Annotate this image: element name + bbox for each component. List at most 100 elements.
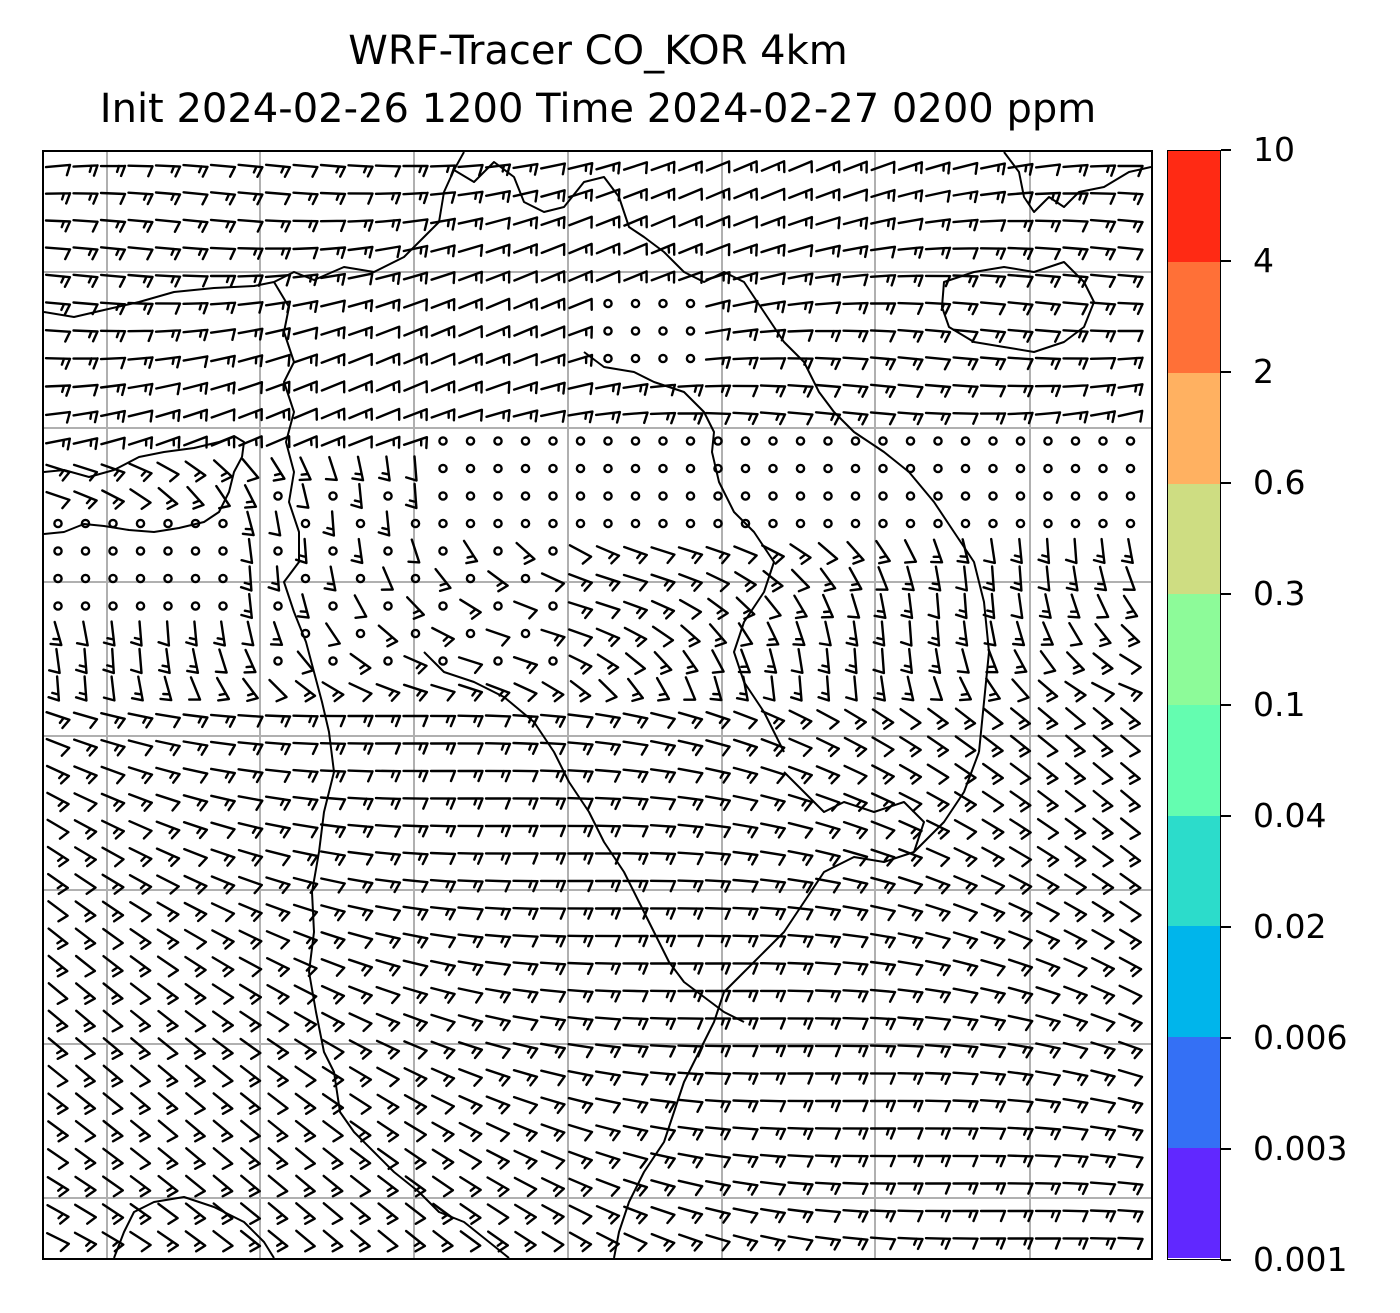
colorbar-tick-label: 0.1 xyxy=(1253,687,1305,723)
wind-barb xyxy=(431,907,455,919)
wind-barb xyxy=(1066,763,1085,783)
wind-barb xyxy=(76,929,95,949)
wind-barb xyxy=(569,327,592,338)
wind-barb xyxy=(47,465,70,481)
wind-barb xyxy=(294,770,318,782)
wind-barb xyxy=(844,906,868,919)
wind-barb xyxy=(597,163,620,174)
wind-barb xyxy=(734,273,757,284)
wind-barb xyxy=(762,767,785,782)
wind-barb xyxy=(1064,302,1088,314)
wind-barb xyxy=(102,740,125,755)
wind-barb xyxy=(326,624,339,646)
wind-barb xyxy=(378,1095,399,1114)
calm-wind-marker xyxy=(604,300,611,307)
wind-barb xyxy=(101,166,125,176)
wind-barb xyxy=(706,1046,730,1056)
wind-barb xyxy=(816,907,840,920)
wind-barb xyxy=(184,165,208,177)
wind-barb xyxy=(1036,358,1060,369)
wind-barb xyxy=(321,193,345,204)
wind-barb xyxy=(1037,903,1058,921)
wind-barb xyxy=(1121,791,1139,812)
wind-barb xyxy=(101,411,125,422)
wind-barb xyxy=(487,245,510,256)
wind-barb xyxy=(514,244,537,255)
calm-wind-marker xyxy=(577,465,584,472)
wind-barb xyxy=(349,852,373,864)
wind-barb xyxy=(48,901,67,921)
wind-barb xyxy=(926,1238,950,1249)
wind-barb xyxy=(131,1176,150,1196)
wind-barb xyxy=(377,1068,398,1086)
wind-barb xyxy=(266,797,290,810)
wind-barb xyxy=(570,1179,592,1196)
calm-wind-marker xyxy=(852,520,859,527)
calm-wind-marker xyxy=(219,520,226,527)
wind-barb xyxy=(296,1203,314,1223)
wind-barb xyxy=(926,1156,950,1166)
wind-barb xyxy=(816,851,839,865)
wind-barb xyxy=(845,766,867,784)
wind-barb xyxy=(101,331,125,341)
wind-barb xyxy=(789,823,812,838)
wind-barb xyxy=(1009,221,1033,231)
wind-barb xyxy=(596,798,620,809)
calm-wind-marker xyxy=(274,547,281,554)
wind-barb xyxy=(130,821,152,838)
wind-barb xyxy=(679,1208,702,1223)
wind-barb xyxy=(789,217,812,228)
wind-barb xyxy=(1011,792,1031,812)
wind-barb xyxy=(596,963,620,974)
wind-barb xyxy=(1092,986,1114,1003)
wind-barb xyxy=(816,1237,840,1250)
wind-barb xyxy=(1092,958,1114,976)
wind-barb xyxy=(157,822,179,839)
wind-barb xyxy=(982,960,1005,975)
wind-barb xyxy=(212,410,235,421)
wind-barb xyxy=(734,330,758,340)
wind-barb xyxy=(541,1071,564,1085)
calm-wind-marker xyxy=(164,520,171,527)
wind-barb xyxy=(844,162,866,173)
wind-barb xyxy=(794,622,805,645)
wind-barb xyxy=(569,630,592,646)
wind-barb xyxy=(239,302,263,312)
wind-barb xyxy=(49,983,67,1004)
wind-barb xyxy=(487,410,510,421)
wind-barb xyxy=(379,457,389,481)
wind-barb xyxy=(102,794,124,811)
wind-barb xyxy=(1069,623,1081,645)
wind-barb xyxy=(816,331,840,341)
wind-barb xyxy=(159,1011,178,1031)
wind-barb xyxy=(460,1123,481,1141)
wind-barb xyxy=(624,1018,648,1029)
colorbar-tick-mark xyxy=(1221,926,1231,928)
wind-barb xyxy=(46,165,70,175)
wind-barb xyxy=(734,1019,758,1029)
wind-barb xyxy=(1041,651,1055,673)
calm-wind-marker xyxy=(714,465,721,472)
wind-barb xyxy=(956,737,975,757)
wind-barb xyxy=(1036,302,1060,314)
wind-barb xyxy=(981,413,1005,423)
wind-barb xyxy=(899,1101,923,1111)
wind-barb xyxy=(349,327,372,338)
wind-barb xyxy=(1036,1183,1060,1194)
wind-barb xyxy=(789,1237,813,1250)
wind-barb xyxy=(651,741,675,755)
wind-barb xyxy=(1010,820,1030,839)
wind-barb xyxy=(1011,708,1030,728)
wind-barb xyxy=(49,649,59,673)
wind-barb xyxy=(1064,1127,1088,1139)
wind-barb xyxy=(101,358,125,368)
wind-barb xyxy=(541,715,565,727)
wind-barb xyxy=(211,303,235,313)
wind-barb xyxy=(734,189,756,200)
wind-barb xyxy=(1009,1156,1033,1167)
wind-barb xyxy=(844,990,868,1001)
wind-barb xyxy=(212,930,233,948)
wind-barb xyxy=(296,681,315,701)
wind-barb xyxy=(459,771,483,781)
wind-barb xyxy=(816,1046,840,1056)
